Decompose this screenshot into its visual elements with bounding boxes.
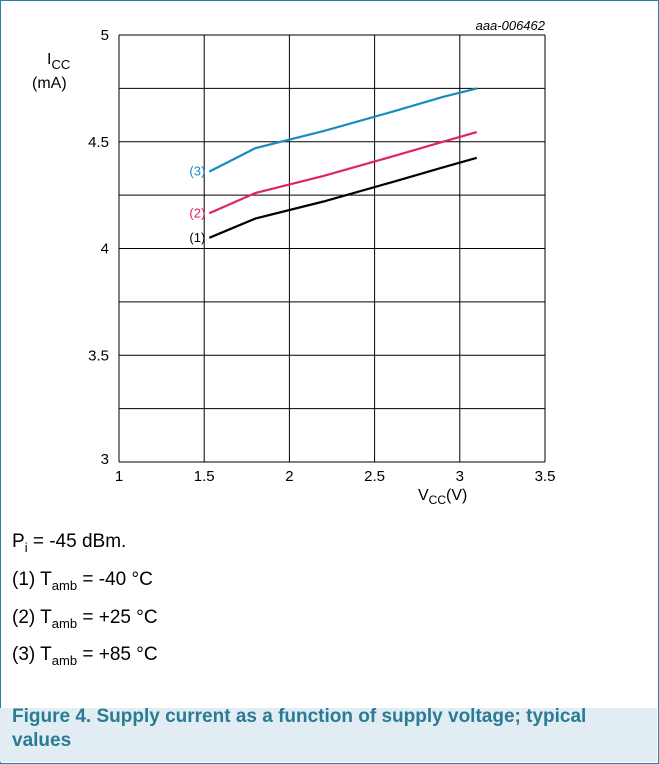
condition-1: (1) Tamb = -40 °C [12, 564, 158, 602]
chart: 1 1.5 2 2.5 3 3.5 3 3.5 4 4.5 5 (1) (2) (3) aaa-00646… [32, 18, 555, 507]
y-tick-label: 3 [101, 451, 109, 468]
condition-3-symbol: T [35, 644, 52, 666]
power-value: = -45 dBm. [27, 531, 127, 552]
y-axis-subscript: CC [51, 57, 70, 72]
y-tick-label: 4.5 [88, 134, 109, 151]
y-tick-label: 5 [101, 27, 109, 44]
condition-3: (3) Tamb = +85 °C [12, 639, 158, 677]
y-tick-label: 3.5 [88, 347, 109, 364]
power-subscript: i [24, 539, 28, 555]
condition-3-subscript: amb [51, 653, 78, 669]
condition-1-symbol: T [35, 568, 52, 590]
notes: Pi = -45 dBm. (1) Tamb = -40 °C (2) Tamb… [12, 526, 158, 677]
series-line-1 [208, 156, 478, 239]
condition-3-value: = +85 °C [77, 644, 158, 666]
figure-id: aaa-006462 [476, 18, 546, 33]
series-label-3: (3) [189, 164, 205, 179]
grid [118, 34, 546, 463]
condition-3-id: (3) [12, 644, 36, 666]
x-tick-label: 3 [456, 468, 464, 485]
x-axis-subscript: CC [429, 493, 447, 507]
x-axis-label: VCC(V) [418, 487, 467, 507]
series-label-2: (2) [189, 205, 205, 220]
condition-1-value: = -40 °C [77, 568, 153, 590]
power-symbol: P [12, 531, 25, 552]
series-line-3 [208, 87, 478, 173]
series-label-1: (1) [189, 230, 205, 245]
labels-layer: 1 1.5 2 2.5 3 3.5 3 3.5 4 4.5 5 (1) (2) (3) [88, 27, 555, 485]
y-tick-label: 4 [101, 241, 109, 258]
series-line-2 [208, 131, 478, 215]
condition-2-symbol: T [35, 606, 52, 628]
condition-2-subscript: amb [51, 615, 78, 631]
caption-background [0, 708, 657, 762]
x-tick-label: 1.5 [194, 468, 215, 485]
x-axis-symbol: V [418, 487, 429, 504]
x-tick-label: 2 [285, 468, 293, 485]
series-layer [208, 87, 478, 239]
condition-1-id: (1) [12, 568, 36, 590]
condition-1-subscript: amb [51, 577, 78, 593]
x-tick-label: 2.5 [364, 468, 385, 485]
y-axis-unit: (mA) [32, 75, 67, 92]
power-note: Pi = -45 dBm. [12, 526, 158, 564]
y-axis-label: ICC [47, 51, 70, 72]
y-axis-symbol: I [47, 51, 51, 68]
x-tick-label: 3.5 [535, 468, 556, 485]
x-tick-label: 1 [115, 468, 123, 485]
figure-caption: Figure 4. Supply current as a function o… [12, 706, 587, 751]
condition-2-id: (2) [12, 606, 36, 628]
x-axis-unit: (V) [446, 487, 467, 504]
condition-2-value: = +25 °C [77, 606, 158, 628]
condition-2: (2) Tamb = +25 °C [12, 602, 158, 640]
